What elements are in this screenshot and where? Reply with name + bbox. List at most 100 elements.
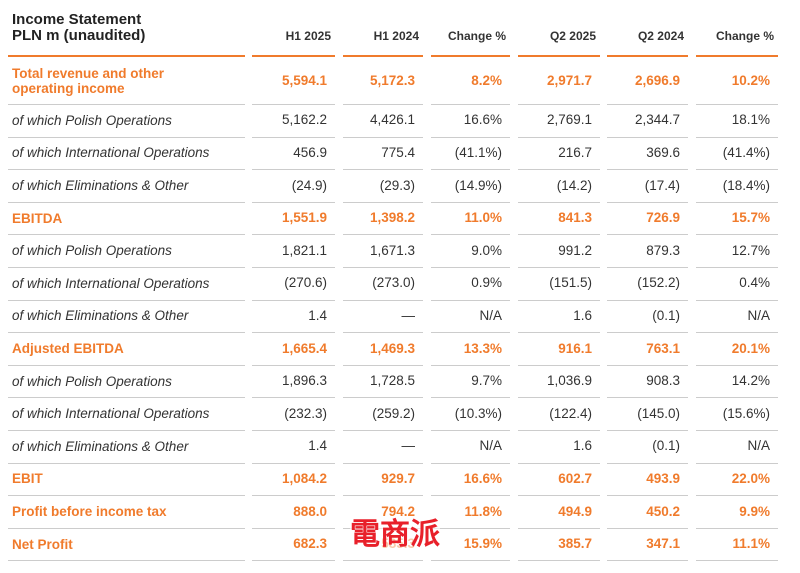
cell: 888.0 (293, 503, 327, 519)
cell: 1,665.4 (281, 340, 327, 356)
row-divider (343, 55, 423, 57)
cell: (0.1) (652, 438, 680, 454)
cell: 1,398.2 (369, 210, 415, 226)
cell: 450.2 (646, 503, 680, 519)
cell: (17.4) (644, 177, 680, 193)
row-divider (8, 104, 245, 105)
row-divider (252, 495, 335, 497)
cell: — (401, 307, 416, 323)
row-label: Profit before income tax (12, 504, 167, 519)
cell: 5,172.3 (369, 72, 415, 88)
row-divider (431, 560, 510, 562)
cell: 1.4 (308, 438, 327, 454)
row-divider (518, 560, 600, 562)
row-divider (252, 136, 335, 138)
row-divider (518, 201, 600, 203)
cell: 347.1 (646, 536, 680, 552)
cell: 726.9 (646, 210, 680, 226)
cell: 1,084.2 (281, 470, 327, 486)
cell: 9.9% (739, 503, 770, 519)
cell: 1,821.1 (281, 242, 327, 258)
row-divider (607, 397, 688, 399)
row-divider (696, 104, 778, 105)
row-divider (518, 136, 600, 138)
row-divider (518, 169, 600, 171)
cell: 929.7 (381, 470, 415, 486)
cell: 908.3 (646, 373, 680, 389)
row-divider (518, 527, 600, 529)
cell: 2,769.1 (546, 112, 592, 128)
cell: (270.6) (284, 275, 327, 291)
row-divider (431, 169, 510, 171)
row-divider (8, 332, 245, 334)
row-label: of which International Operations (12, 406, 210, 422)
row-divider (8, 527, 245, 529)
row-divider (431, 267, 510, 268)
row-divider (343, 430, 423, 431)
row-divider (8, 267, 245, 268)
row-divider (518, 299, 600, 301)
row-divider (696, 397, 778, 399)
row-divider (431, 299, 510, 301)
row-divider (431, 136, 510, 138)
cell: 14.2% (731, 373, 770, 389)
cell: 1,036.9 (546, 373, 592, 389)
row-divider (518, 364, 600, 366)
cell: 16.6% (463, 470, 502, 486)
cell: N/A (479, 307, 502, 323)
row-divider (607, 527, 688, 529)
cell: 493.9 (646, 470, 680, 486)
cell: 22.0% (731, 470, 770, 486)
row-label: of which Polish Operations (12, 243, 172, 259)
row-label: of which Polish Operations (12, 112, 172, 128)
row-divider (607, 299, 688, 301)
cell: (152.2) (637, 275, 680, 291)
row-divider (607, 430, 688, 431)
row-divider (431, 234, 510, 236)
cell: 369.6 (646, 144, 680, 160)
row-divider (431, 495, 510, 497)
row-divider (696, 169, 778, 171)
cell: (14.2) (556, 177, 592, 193)
row-divider (607, 234, 688, 236)
row-divider (343, 495, 423, 497)
cell: 2,971.7 (546, 72, 592, 88)
cell: 18.1% (731, 112, 770, 128)
row-divider (343, 332, 423, 334)
row-label: of which Eliminations & Other (12, 178, 189, 193)
cell: 841.3 (558, 210, 592, 226)
row-divider (343, 169, 423, 171)
row-divider (8, 462, 245, 464)
cell: 602.7 (558, 470, 592, 486)
row-divider (518, 430, 600, 431)
row-divider (696, 299, 778, 301)
row-divider (518, 462, 600, 464)
cell: 991.2 (558, 242, 592, 258)
cell: 15.9% (463, 536, 502, 552)
row-divider (696, 527, 778, 529)
row-divider (343, 462, 423, 464)
cell: 4,426.1 (369, 112, 415, 128)
row-divider (8, 234, 245, 236)
row-divider (252, 364, 335, 366)
cell: 15.7% (731, 210, 770, 226)
row-divider (518, 234, 600, 236)
cell: (14.9%) (454, 177, 502, 193)
cell: 1.4 (308, 307, 327, 323)
row-divider (696, 136, 778, 138)
row-divider (696, 495, 778, 497)
cell: 1,896.3 (281, 373, 327, 389)
row-divider (343, 104, 423, 105)
row-divider (696, 55, 778, 57)
cell: 916.1 (558, 340, 592, 356)
cell: 8.2% (471, 72, 502, 88)
row-label: EBIT (12, 471, 43, 487)
title-line: Income Statement (12, 11, 142, 28)
cell: 1,728.5 (369, 373, 415, 389)
cell: (145.0) (637, 405, 680, 421)
cell: 0.4% (739, 275, 770, 291)
row-divider (252, 169, 335, 171)
cell: (24.9) (291, 177, 327, 193)
row-divider (518, 267, 600, 268)
row-label: Adjusted EBITDA (12, 341, 124, 356)
